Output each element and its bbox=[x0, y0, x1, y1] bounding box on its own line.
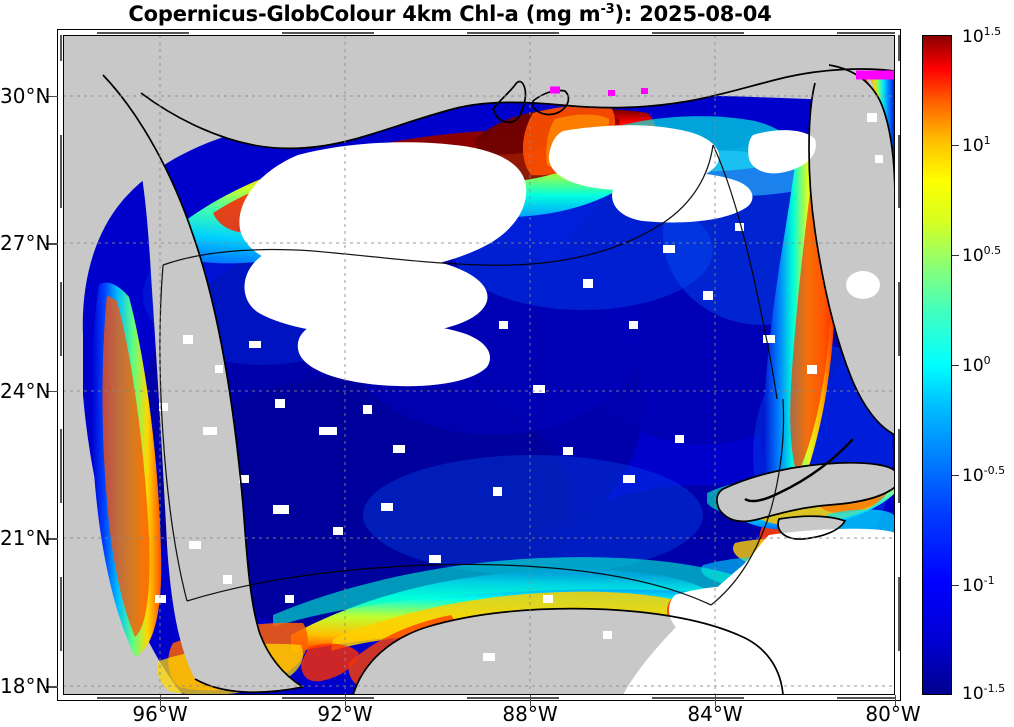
map-plot-area[interactable] bbox=[63, 35, 895, 695]
x-tick-label-2: 88°W bbox=[502, 702, 558, 726]
title-prefix: Copernicus-GlobColour 4km Chl-a (mg m bbox=[128, 2, 601, 26]
x-tick-0 bbox=[159, 695, 161, 706]
colorbar-label-2: 10-0.5 bbox=[962, 464, 1006, 486]
y-tick-label-24: 24°N bbox=[0, 379, 51, 403]
y-tick-label-30: 30°N bbox=[0, 84, 51, 108]
x-tick-label-4: 80°W bbox=[865, 702, 921, 726]
x-tick-label-1: 92°W bbox=[317, 702, 373, 726]
colorbar-label-4: 100.5 bbox=[962, 244, 1002, 266]
y-tick-30 bbox=[46, 95, 58, 97]
x-tick-3 bbox=[714, 695, 716, 706]
title-exponent: -3 bbox=[600, 2, 615, 17]
y-tick-label-27: 27°N bbox=[0, 231, 51, 255]
y-tick-27 bbox=[46, 243, 58, 245]
colorbar-label-0: 10-1.5 bbox=[962, 682, 1006, 704]
y-tick-label-18: 18°N bbox=[0, 674, 51, 698]
y-tick-18 bbox=[46, 686, 58, 688]
x-tick-2 bbox=[529, 695, 531, 706]
title-suffix: ): 2025-08-04 bbox=[614, 2, 772, 26]
x-tick-1 bbox=[344, 695, 346, 706]
raster-svg bbox=[63, 35, 895, 695]
y-tick-21 bbox=[46, 538, 58, 540]
colorbar-label-6: 101.5 bbox=[962, 25, 1002, 47]
y-tick-24 bbox=[46, 390, 58, 392]
chlorophyll-raster bbox=[63, 35, 895, 695]
x-tick-label-3: 84°W bbox=[687, 702, 743, 726]
figure-title: Copernicus-GlobColour 4km Chl-a (mg m-3)… bbox=[0, 2, 900, 26]
colorbar-label-5: 101 bbox=[962, 134, 991, 156]
x-tick-label-0: 96°W bbox=[132, 702, 188, 726]
graticule bbox=[63, 35, 895, 695]
colorbar-label-1: 10-1 bbox=[962, 574, 995, 596]
colorbar-label-3: 100 bbox=[962, 354, 991, 376]
colorbar[interactable] bbox=[922, 35, 952, 695]
colorbar-gradient bbox=[923, 36, 951, 694]
x-tick-4 bbox=[894, 695, 896, 706]
y-tick-label-21: 21°N bbox=[0, 526, 51, 550]
